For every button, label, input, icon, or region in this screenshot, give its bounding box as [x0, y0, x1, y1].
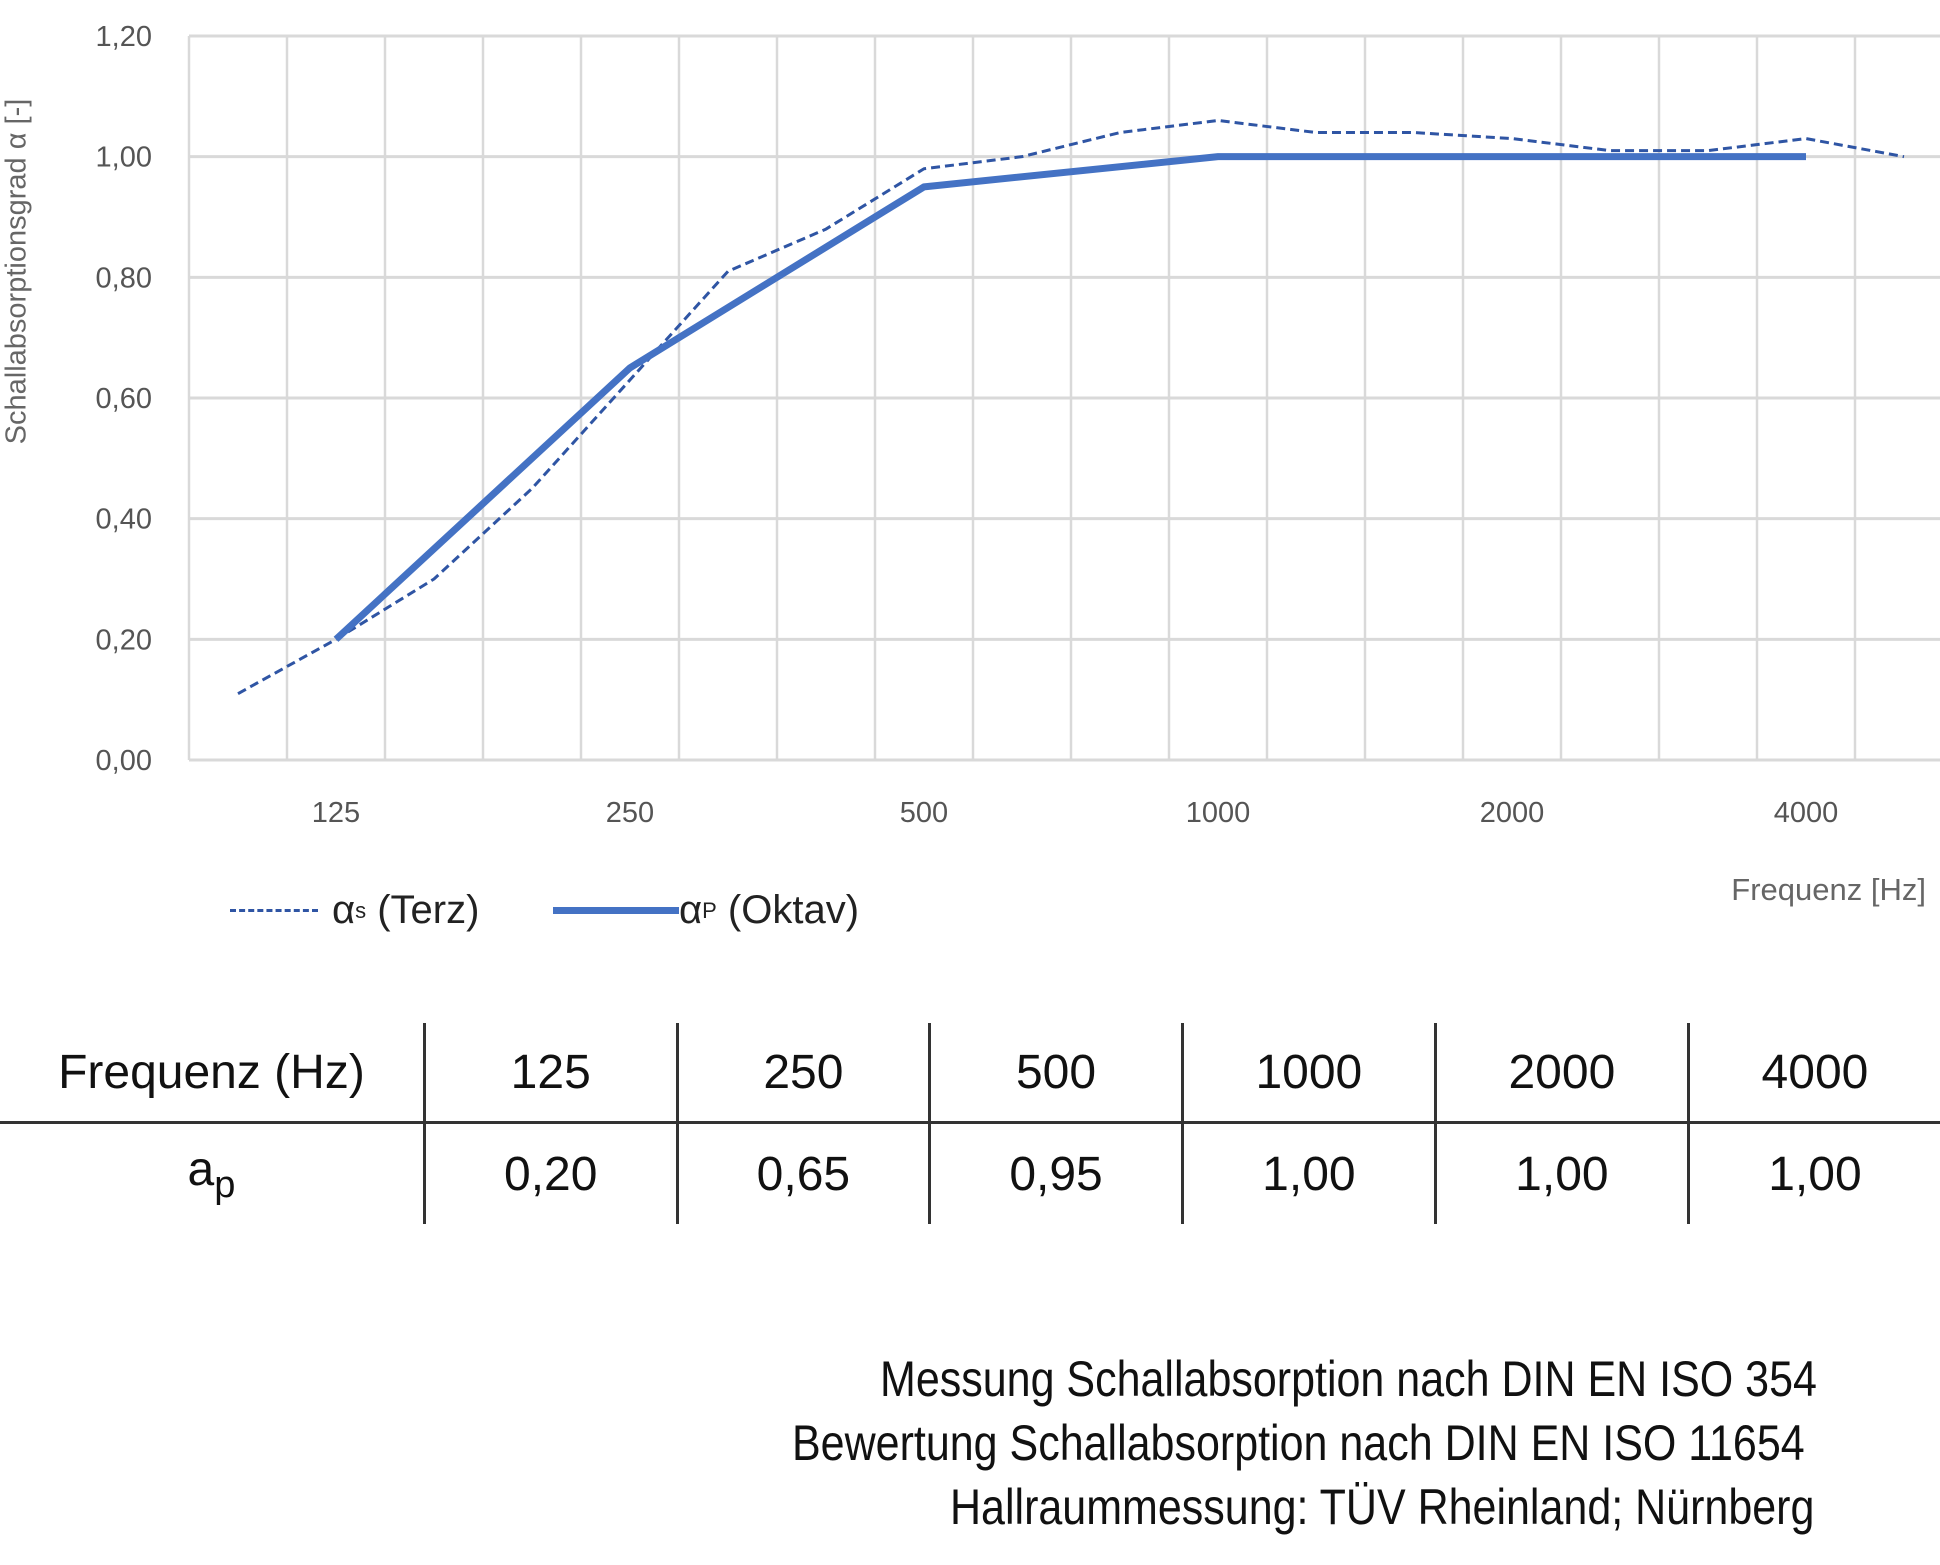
- y-tick-label: 0,40: [96, 504, 152, 536]
- y-tick-label: 1,00: [96, 142, 152, 174]
- series-line-terz: [237, 118, 1905, 695]
- table-frequency-cell: 500: [928, 1023, 1183, 1124]
- alpha-subscript: p: [214, 1163, 236, 1206]
- legend-subscript: s: [355, 897, 367, 923]
- legend-dashed-line-swatch: [230, 909, 318, 912]
- table-value-cell: 1,00: [1686, 1122, 1940, 1224]
- series-line-oktav: [333, 153, 1806, 642]
- table-value-cell: 1,00: [1433, 1122, 1689, 1224]
- legend-symbol: α: [679, 888, 703, 932]
- table-value-cell: 0,65: [675, 1122, 930, 1224]
- y-tick-label: 0,60: [96, 383, 152, 415]
- table-value-cell: 1,00: [1180, 1122, 1436, 1224]
- footer-line-evaluation: Bewertung Schallabsorption nach DIN EN I…: [792, 1415, 1805, 1471]
- table-frequency-cell: 4000: [1686, 1023, 1940, 1124]
- absorption-chart: 0,00 0,20 0,40 0,60 0,80 1,00 1,20 125 250 500 100…: [96, 21, 1940, 829]
- table-header-row: Frequenz (Hz) 125 250 500 1000 2000 4000: [0, 1023, 1940, 1124]
- table-frequency-cell: 250: [675, 1023, 930, 1124]
- x-tick-label: 125: [312, 797, 360, 829]
- legend-solid-line-swatch: [553, 907, 679, 914]
- footer-line-measurement: Messung Schallabsorption nach DIN EN ISO…: [880, 1351, 1817, 1407]
- x-tick-label: 250: [606, 797, 654, 829]
- y-axis-title: Schallabsorptionsgrad α [-]: [0, 98, 33, 445]
- footer-line-lab: Hallraummessung: TÜV Rheinland; Nürnberg: [950, 1479, 1815, 1535]
- x-axis-title: Frequenz [Hz]: [1731, 872, 1926, 907]
- x-tick-label: 2000: [1480, 797, 1545, 829]
- y-tick-label: 0,80: [96, 262, 152, 294]
- y-tick-label: 0,00: [96, 745, 152, 777]
- alpha-symbol: a: [187, 1142, 215, 1196]
- table-value-cell: 0,95: [928, 1122, 1183, 1224]
- table-row-label: ap: [0, 1123, 424, 1225]
- table-header-label: Frequenz (Hz): [0, 1023, 425, 1124]
- legend-symbol: α: [332, 888, 356, 932]
- legend-label: (Oktav): [716, 888, 860, 932]
- x-tick-label: 500: [900, 797, 948, 829]
- legend-subscript: P: [702, 897, 717, 923]
- x-tick-label: 1000: [1186, 797, 1251, 829]
- table-value-cell: 0,20: [422, 1122, 678, 1224]
- table-frequency-cell: 2000: [1433, 1023, 1689, 1124]
- x-tick-label: 4000: [1774, 797, 1839, 829]
- table-value-row: ap 0,20 0,65 0,95 1,00 1,00 1,00: [0, 1122, 1940, 1225]
- y-tick-label: 0,20: [96, 624, 152, 656]
- values-table: Frequenz (Hz) 125 250 500 1000 2000 4000…: [0, 1023, 1940, 1224]
- legend-label: (Terz): [366, 888, 480, 932]
- table-frequency-cell: 1000: [1180, 1023, 1436, 1124]
- y-tick-label: 1,20: [96, 21, 152, 53]
- table-frequency-cell: 125: [422, 1023, 678, 1124]
